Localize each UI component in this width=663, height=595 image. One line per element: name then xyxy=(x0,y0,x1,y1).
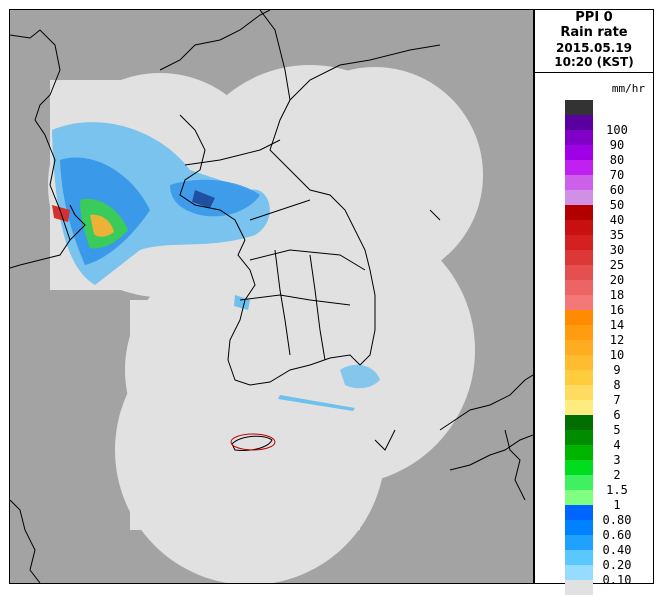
product-subtitle: Rain rate xyxy=(560,25,628,40)
radar-map-svg xyxy=(10,10,533,583)
legend-label: 70 xyxy=(609,168,625,182)
legend-label: 0.80 xyxy=(602,513,632,527)
legend-label: 9 xyxy=(613,363,621,377)
legend-swatch xyxy=(565,535,593,550)
legend-label: 14 xyxy=(609,318,625,332)
product-title: PPI 0 xyxy=(575,10,613,25)
legend-label: 80 xyxy=(609,153,625,167)
panel-divider xyxy=(535,72,653,73)
legend-label: 6 xyxy=(613,408,621,422)
legend-swatch xyxy=(565,310,593,325)
legend-label: 100 xyxy=(606,123,628,137)
legend-label: 2 xyxy=(613,468,621,482)
legend-swatch xyxy=(565,205,593,220)
legend-swatch xyxy=(565,370,593,385)
legend-swatch xyxy=(565,520,593,535)
legend-label: 12 xyxy=(609,333,625,347)
legend-swatch xyxy=(565,235,593,250)
legend-swatch xyxy=(565,430,593,445)
legend-swatch xyxy=(565,400,593,415)
legend-swatch xyxy=(565,220,593,235)
legend-swatch xyxy=(565,295,593,310)
legend-swatch xyxy=(565,565,593,580)
legend-label: 90 xyxy=(609,138,625,152)
legend-label: 30 xyxy=(609,243,625,257)
legend-label: 8 xyxy=(613,378,621,392)
legend-label: 0.20 xyxy=(602,558,632,572)
legend-swatch xyxy=(565,130,593,145)
legend-swatch xyxy=(565,460,593,475)
legend-label: 35 xyxy=(609,228,625,242)
legend-swatch xyxy=(565,505,593,520)
legend-label: 16 xyxy=(609,303,625,317)
legend-swatch xyxy=(565,490,593,505)
legend-label: 40 xyxy=(609,213,625,227)
legend-label: 18 xyxy=(609,288,625,302)
legend-label: 25 xyxy=(609,258,625,272)
legend-swatch xyxy=(565,355,593,370)
legend-swatch xyxy=(565,250,593,265)
legend-label: 3 xyxy=(613,453,621,467)
legend-swatch xyxy=(565,160,593,175)
legend-label: 20 xyxy=(609,273,625,287)
legend-swatch xyxy=(565,580,593,595)
legend-label: 7 xyxy=(613,393,621,407)
legend-swatch xyxy=(565,145,593,160)
legend-label: 0.40 xyxy=(602,543,632,557)
legend-label: 1.5 xyxy=(606,483,628,497)
legend-label: 1 xyxy=(613,498,621,512)
legend-label: 0.60 xyxy=(602,528,632,542)
rain-echoes xyxy=(52,122,380,411)
legend-label: 50 xyxy=(609,198,625,212)
legend-swatch xyxy=(565,340,593,355)
legend-swatch xyxy=(565,550,593,565)
legend-swatch xyxy=(565,280,593,295)
legend-swatch xyxy=(565,190,593,205)
legend-label: 0.10 xyxy=(602,573,632,587)
observation-time: 10:20 (KST) xyxy=(554,55,634,69)
legend-swatch xyxy=(565,115,593,130)
legend-label: 4 xyxy=(613,438,621,452)
legend-label: 10 xyxy=(609,348,625,362)
radar-map xyxy=(9,9,534,584)
legend-panel: PPI 0 Rain rate 2015.05.19 10:20 (KST) m… xyxy=(534,9,654,595)
observation-date: 2015.05.19 xyxy=(556,41,632,55)
coastlines xyxy=(10,10,533,583)
legend-swatch xyxy=(565,415,593,430)
legend-label: 5 xyxy=(613,423,621,437)
legend-swatch xyxy=(565,325,593,340)
legend-unit: mm/hr xyxy=(611,82,645,95)
legend-swatch xyxy=(565,445,593,460)
legend-swatch xyxy=(565,265,593,280)
legend-swatch xyxy=(565,475,593,490)
legend-swatch xyxy=(565,175,593,190)
legend-label: 60 xyxy=(609,183,625,197)
legend-swatch xyxy=(565,385,593,400)
legend-swatch xyxy=(565,100,593,115)
